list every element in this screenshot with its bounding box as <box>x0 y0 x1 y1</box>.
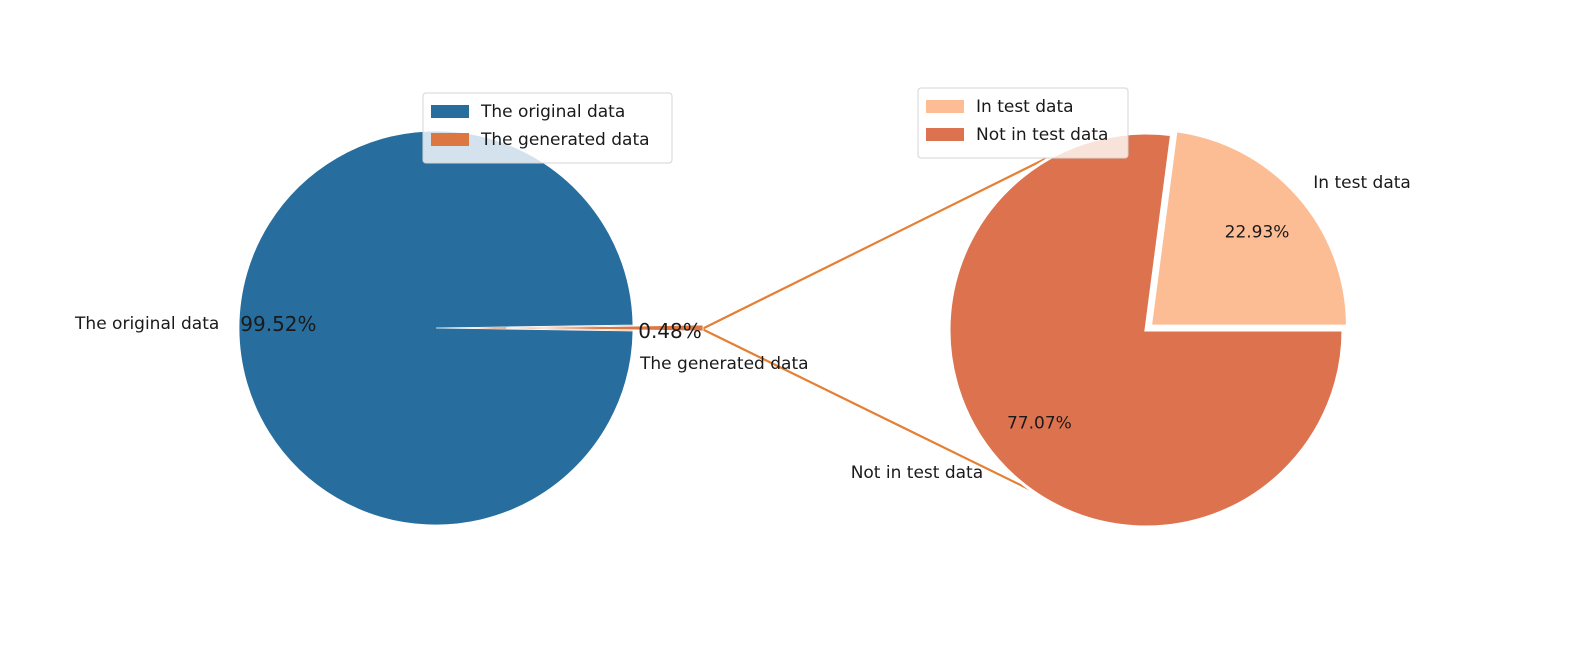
legend-swatch-the-original-data <box>431 105 469 118</box>
legend-swatch-not-in-test-data <box>926 128 964 141</box>
connector-lines <box>701 157 1048 499</box>
pct-the-original-data: 99.52% <box>240 312 316 336</box>
pie-overall-data <box>238 130 704 526</box>
label-not-in-test-data: Not in test data <box>851 463 983 483</box>
label-the-generated-data: The generated data <box>639 354 809 374</box>
slice-in-test-data <box>1148 129 1349 328</box>
slice-the-original-data <box>238 130 634 526</box>
pie-test-data-breakdown <box>947 129 1349 529</box>
legend-swatch-in-test-data <box>926 100 964 113</box>
slice-the-generated-data-exploded <box>505 324 704 332</box>
pct-not-in-test-data: 77.07% <box>1007 414 1072 434</box>
legend-label-the-original-data: The original data <box>480 102 625 122</box>
legend-test-data: In test data Not in test data <box>917 87 1129 159</box>
slice-not-in-test-data <box>947 131 1345 529</box>
slice-labels: The original data 99.52% 0.48% The generate… <box>74 173 1411 483</box>
legend-frame <box>422 92 673 164</box>
legend-overall: The original data The generated data <box>422 92 673 164</box>
legend-frame <box>917 87 1129 159</box>
connector-line-bottom <box>701 328 1048 499</box>
label-in-test-data: In test data <box>1313 173 1411 193</box>
label-the-original-data: The original data <box>74 314 219 334</box>
legend-label-in-test-data: In test data <box>976 97 1074 117</box>
connector-line-top <box>701 157 1048 330</box>
pct-the-generated-data: 0.48% <box>638 319 702 343</box>
pct-in-test-data: 22.93% <box>1225 223 1290 243</box>
legend-swatch-the-generated-data <box>431 133 469 146</box>
legend-label-not-in-test-data: Not in test data <box>976 125 1108 145</box>
legend-label-the-generated-data: The generated data <box>480 130 650 150</box>
